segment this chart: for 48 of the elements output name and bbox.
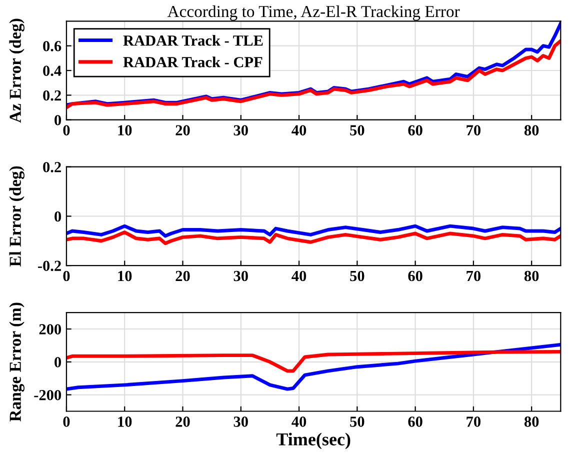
y-axis-title: El Error (deg) — [9, 166, 24, 267]
y-axis-title: Az Error (deg) — [9, 18, 24, 123]
y-tick-label: 0 — [54, 211, 62, 222]
legend-label: RADAR Track - TLE — [123, 34, 263, 46]
x-tick-label: 20 — [176, 125, 190, 136]
legend-label: RADAR Track - CPF — [123, 56, 262, 68]
x-tick-label: 50 — [350, 270, 364, 282]
x-tick-label: 0 — [63, 416, 70, 427]
x-tick-label: 10 — [118, 270, 132, 282]
x-tick-label: 50 — [350, 416, 364, 427]
x-tick-label: 70 — [466, 270, 481, 282]
x-tick-label: 0 — [63, 270, 70, 282]
x-tick-label: 40 — [292, 270, 306, 282]
y-tick-label: 0.6 — [43, 40, 62, 52]
x-tick-label: 80 — [524, 270, 539, 282]
x-tick-label: 20 — [176, 270, 190, 282]
x-tick-label: 30 — [234, 270, 248, 282]
x-tick-label: 60 — [408, 270, 422, 282]
x-tick-label: 50 — [350, 125, 364, 136]
x-tick-label: 80 — [524, 125, 539, 136]
x-tick-label: 60 — [408, 125, 422, 136]
x-tick-label: 70 — [466, 416, 481, 427]
x-axis-title: Time(sec) — [276, 432, 350, 450]
y-tick-label: 0 — [54, 114, 62, 126]
y-tick-label: 0 — [54, 357, 62, 368]
chart-title: According to Time, Az-El-R Tracking Error — [167, 5, 460, 21]
y-axis-title: Range Error (m) — [9, 302, 24, 422]
line-series — [66, 350, 561, 373]
x-tick-label: 10 — [118, 416, 132, 427]
x-tick-label: 40 — [292, 125, 306, 136]
x-tick-label: 70 — [466, 125, 481, 136]
y-tick-label: 200 — [39, 324, 62, 334]
x-tick-label: 20 — [176, 416, 190, 427]
y-tick-label: 0.4 — [43, 66, 62, 76]
x-tick-label: 60 — [408, 416, 422, 427]
x-tick-label: 30 — [234, 125, 248, 136]
y-tick-label: -0.2 — [38, 260, 61, 272]
x-tick-label: 40 — [292, 416, 306, 427]
line-series — [66, 224, 561, 238]
y-tick-label: 0.2 — [43, 162, 61, 172]
x-tick-label: 0 — [63, 125, 70, 136]
x-tick-label: 80 — [524, 416, 539, 427]
x-tick-label: 30 — [234, 416, 248, 427]
line-series — [66, 230, 561, 246]
line-series — [66, 342, 561, 391]
y-tick-label: -200 — [34, 390, 62, 400]
x-tick-label: 10 — [118, 125, 132, 136]
y-tick-label: 0.2 — [43, 90, 61, 101]
